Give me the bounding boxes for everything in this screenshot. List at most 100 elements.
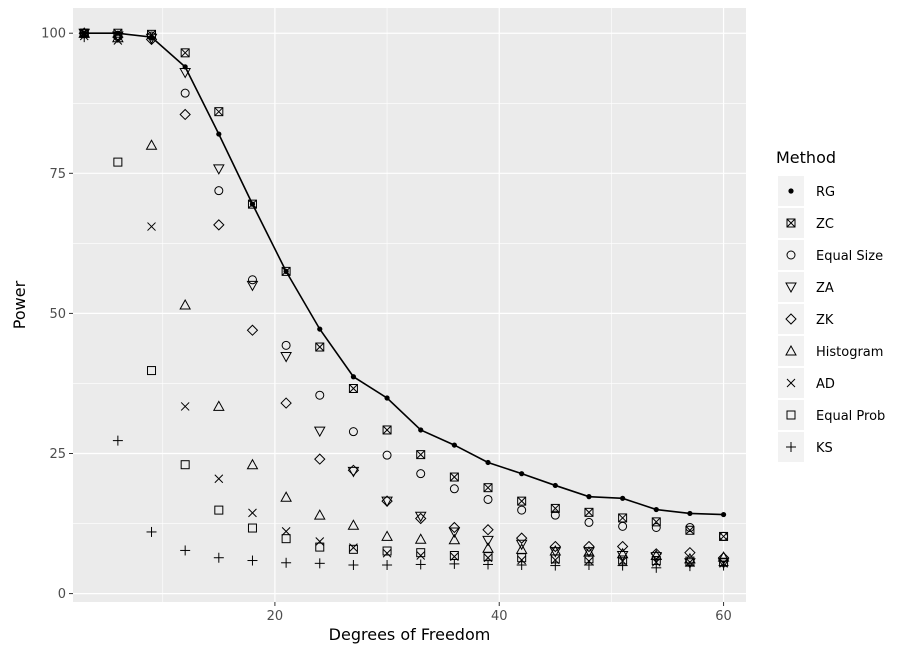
point-equal-prob [348, 544, 358, 554]
point-zk [347, 464, 360, 477]
y-tick-label: 50 [49, 307, 66, 322]
point-ad [147, 222, 156, 231]
x-axis-title: Degrees of Freedom [329, 625, 491, 644]
y-axis-title: Power [10, 280, 29, 329]
point-equal-size [315, 390, 325, 400]
point-zc [382, 425, 392, 435]
legend-key-histogram [785, 344, 797, 356]
point-zc [281, 266, 291, 276]
point-zc [247, 199, 257, 209]
point-histogram [448, 533, 461, 545]
point-ad [248, 508, 257, 518]
point-za [515, 539, 528, 551]
point-ad [214, 474, 224, 484]
point-equal-size [651, 522, 661, 532]
legend-item-equal-size: Equal Size [778, 240, 883, 270]
point-histogram [381, 530, 393, 541]
point-ks [449, 558, 460, 569]
point-ks [382, 560, 393, 571]
legend-key-zk [785, 313, 797, 325]
point-rg [519, 471, 525, 477]
point-zk [616, 540, 629, 553]
point-za [549, 547, 562, 558]
point-zc [214, 107, 224, 117]
point-equal-size [416, 469, 426, 479]
point-zk [280, 397, 292, 409]
point-za [280, 352, 292, 363]
x-tick-label: 60 [715, 609, 732, 624]
point-equal-size [550, 510, 560, 520]
legend-key-bg [778, 272, 804, 302]
point-zk [314, 453, 326, 465]
point-equal-size [348, 427, 358, 437]
point-equal-size [382, 450, 392, 460]
point-equal-prob [416, 548, 426, 558]
y-tick-label: 0 [58, 587, 66, 602]
x-tick-label: 40 [491, 609, 508, 624]
point-ks [651, 562, 662, 573]
legend-label-equal-prob: Equal Prob [816, 409, 885, 424]
point-histogram [583, 546, 595, 557]
legend-item-ad: AD [778, 368, 835, 398]
legend-key-ad [786, 378, 796, 388]
point-histogram [212, 400, 225, 411]
point-zc [315, 342, 325, 352]
point-ks [550, 560, 561, 571]
point-rg [620, 495, 626, 501]
point-histogram [246, 458, 259, 470]
point-za [179, 67, 192, 79]
point-ks [314, 558, 325, 569]
point-zk [650, 548, 662, 560]
point-equal-size [719, 531, 729, 541]
point-za [246, 280, 259, 292]
point-histogram [616, 547, 629, 559]
point-equal-size [618, 521, 628, 531]
legend-label-ks: KS [816, 441, 833, 456]
point-ks [718, 560, 729, 571]
legend-item-zc: ZC [778, 208, 834, 238]
legend-key-bg [778, 240, 804, 270]
point-zk [213, 219, 225, 231]
legend-key-za [785, 282, 797, 294]
point-zk [583, 540, 595, 553]
x-tick-label: 20 [267, 609, 284, 624]
legend-label-zk: ZK [816, 313, 834, 328]
point-histogram [650, 549, 663, 560]
point-ks [247, 555, 258, 566]
point-rg [317, 326, 323, 332]
point-zc [348, 383, 358, 393]
point-ad [315, 537, 325, 546]
legend-key-equal-size [786, 250, 796, 260]
series-ks [79, 32, 729, 573]
point-ad [416, 551, 426, 560]
point-histogram [313, 509, 326, 520]
point-equal-size [584, 517, 594, 527]
point-histogram [347, 519, 360, 530]
point-zk [684, 546, 696, 559]
point-equal-size [214, 186, 224, 196]
point-za [448, 527, 461, 538]
point-histogram [179, 298, 192, 310]
legend-label-histogram: Histogram [816, 345, 883, 360]
legend-label-za: ZA [816, 281, 834, 296]
point-zc [550, 503, 560, 513]
point-histogram [414, 533, 427, 544]
point-rg [720, 511, 727, 518]
point-zk [179, 108, 191, 121]
point-zk [448, 521, 461, 534]
point-equal-prob [382, 546, 392, 556]
point-zk [246, 324, 259, 336]
point-rg [216, 131, 222, 137]
point-ks [483, 559, 494, 570]
point-ad [180, 402, 190, 411]
point-rg [451, 442, 457, 448]
point-zk [549, 540, 562, 553]
legend-key-zc [786, 218, 796, 228]
point-equal-size [449, 484, 459, 494]
series-histogram [78, 27, 730, 564]
legend-label-rg: RG [816, 185, 835, 200]
series-line-rg [84, 32, 724, 516]
point-histogram [145, 139, 158, 150]
point-rg [552, 482, 558, 489]
legend-item-ks: KS [778, 432, 833, 462]
